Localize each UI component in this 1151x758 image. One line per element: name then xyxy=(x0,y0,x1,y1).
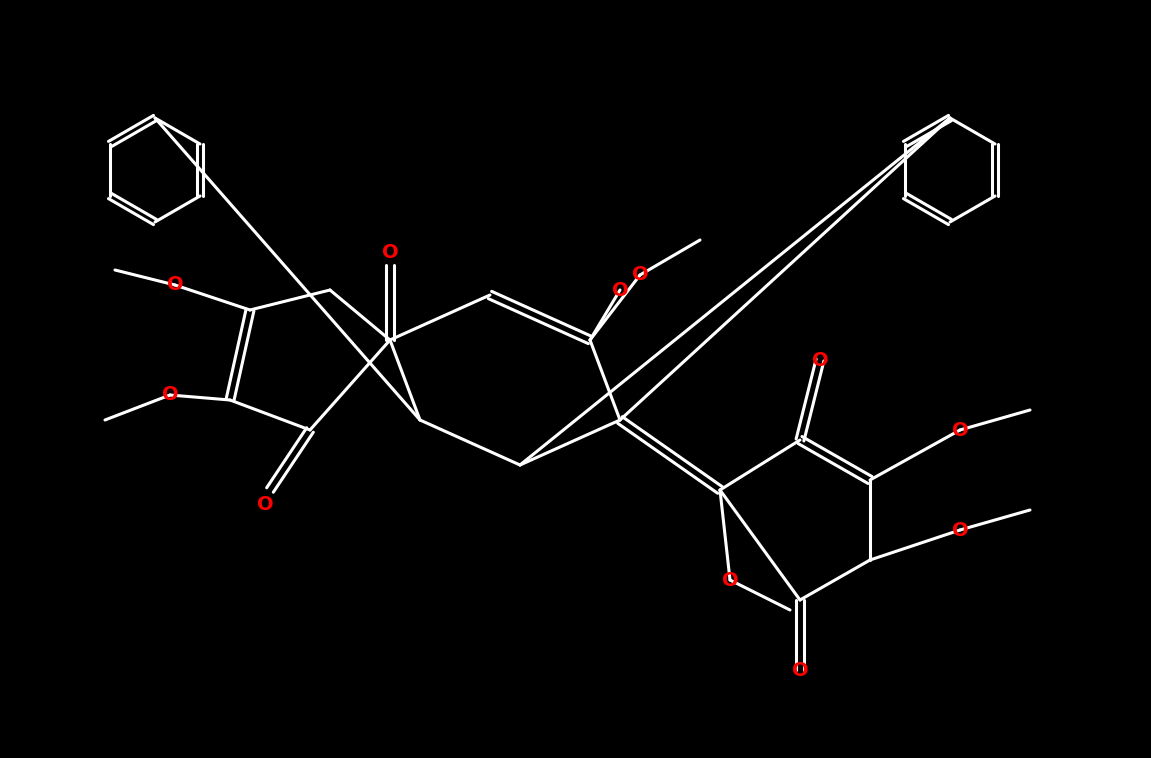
Text: O: O xyxy=(722,571,738,590)
Text: O: O xyxy=(161,386,178,405)
Text: O: O xyxy=(611,280,628,299)
Text: O: O xyxy=(952,421,968,440)
Text: O: O xyxy=(382,243,398,262)
Text: O: O xyxy=(811,350,829,369)
Text: O: O xyxy=(167,275,183,295)
Text: O: O xyxy=(632,265,648,284)
Text: O: O xyxy=(952,521,968,540)
Text: O: O xyxy=(257,496,273,515)
Text: O: O xyxy=(792,660,808,679)
